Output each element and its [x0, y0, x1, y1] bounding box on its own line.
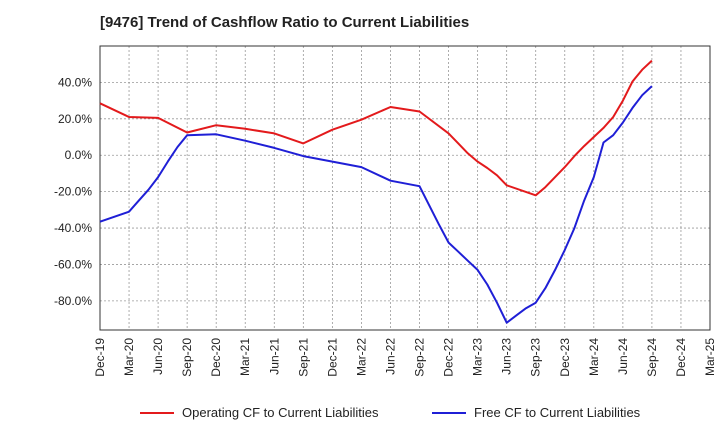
legend-swatch-free-cf — [432, 411, 466, 414]
y-tick-label: -20.0% — [54, 185, 92, 199]
series-line-free-cf — [99, 85, 653, 324]
x-tick-label: Dec-19 — [93, 338, 107, 377]
x-tick-label: Sep-23 — [529, 338, 543, 377]
y-tick-label: 0.0% — [65, 148, 93, 162]
x-tick-label: Mar-21 — [238, 338, 252, 376]
x-tick-label: Sep-24 — [645, 338, 659, 377]
legend-item-free-cf: Free CF to Current Liabilities — [432, 405, 640, 420]
grid-lines — [99, 46, 711, 330]
x-tick-label: Mar-23 — [471, 338, 485, 376]
x-tick-label: Jun-20 — [151, 338, 165, 375]
x-tick-label: Dec-24 — [674, 338, 688, 377]
series-line-operating-cf — [99, 59, 653, 197]
axes: 40.0% 20.0% 0.0% -20.0% -40.0% -60.0% -80.0% De… — [54, 45, 717, 377]
legend-label-operating-cf: Operating CF to Current Liabilities — [182, 405, 379, 420]
x-tick-label: Sep-21 — [296, 338, 310, 377]
y-tick-label: -60.0% — [54, 257, 92, 271]
x-tick-label: Dec-23 — [558, 338, 572, 377]
x-tick-label: Dec-22 — [442, 338, 456, 377]
y-tick-label: -80.0% — [54, 294, 92, 308]
legend-item-operating-cf: Operating CF to Current Liabilities — [140, 405, 379, 420]
x-tick-label: Mar-25 — [703, 338, 717, 376]
x-tick-label: Sep-20 — [180, 338, 194, 377]
x-tick-label: Dec-21 — [325, 338, 339, 377]
y-tick-label: 20.0% — [58, 112, 92, 126]
x-tick-label: Sep-22 — [413, 338, 427, 377]
series-lines — [99, 59, 653, 324]
plot-frame — [99, 45, 711, 331]
x-tick-label: Mar-22 — [354, 338, 368, 376]
legend-swatch-operating-cf — [140, 411, 174, 414]
x-tick-label: Jun-21 — [267, 338, 281, 375]
chart-title: [9476] Trend of Cashflow Ratio to Curren… — [100, 14, 470, 31]
y-tick-label: -40.0% — [54, 221, 92, 235]
x-tick-label: Dec-20 — [209, 338, 223, 377]
x-tick-label: Jun-22 — [383, 338, 397, 375]
x-tick-label: Jun-24 — [616, 338, 630, 375]
x-tick-label: Mar-24 — [587, 338, 601, 376]
legend-label-free-cf: Free CF to Current Liabilities — [474, 405, 641, 420]
y-tick-label: 40.0% — [58, 75, 92, 89]
x-tick-label: Mar-20 — [122, 338, 136, 376]
x-tick-label: Jun-23 — [500, 338, 514, 375]
